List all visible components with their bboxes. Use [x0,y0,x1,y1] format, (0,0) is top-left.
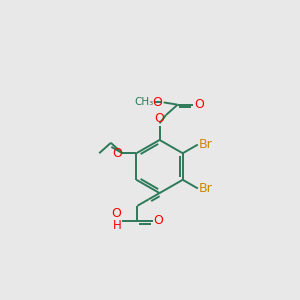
Text: Br: Br [199,182,213,195]
Text: Br: Br [199,138,213,151]
Text: O: O [194,98,204,111]
Text: O: O [112,147,122,160]
Text: O: O [154,112,164,125]
Text: O: O [111,207,121,220]
Text: CH₃: CH₃ [134,98,153,107]
Text: O: O [154,214,164,227]
Text: H: H [112,219,121,232]
Text: O: O [153,96,163,109]
